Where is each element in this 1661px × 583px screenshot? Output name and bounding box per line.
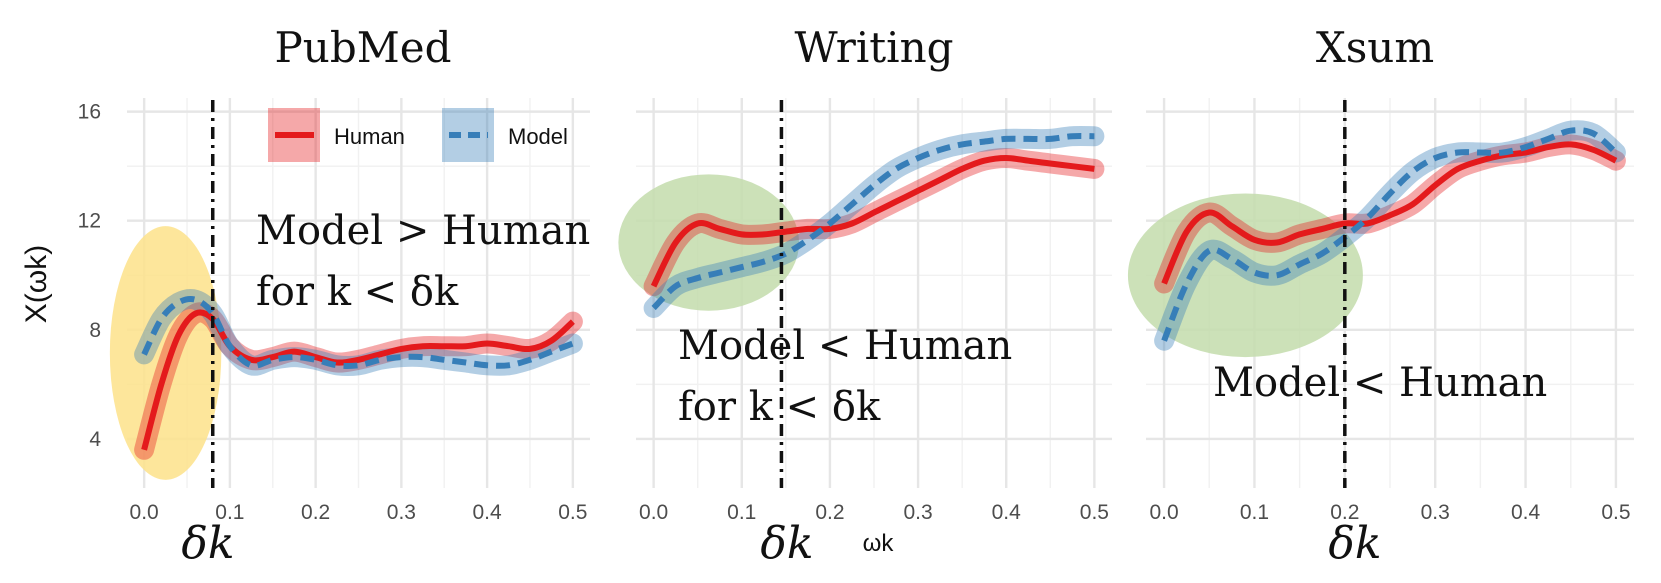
annotation-line-2: for k < δk xyxy=(256,269,459,315)
annotation-line-2: for k < δk xyxy=(678,384,881,430)
x-tick-label: 0.2 xyxy=(815,501,844,524)
x-tick-label: 0.3 xyxy=(1421,501,1450,524)
delta-k-label: δk xyxy=(181,518,234,569)
y-axis-label: X(ωk) xyxy=(20,245,53,323)
y-tick-label: 12 xyxy=(78,210,101,233)
x-tick-label: 0.4 xyxy=(473,501,503,524)
delta-k-label: δk xyxy=(1328,518,1381,569)
x-tick-label: 0.2 xyxy=(1330,501,1359,524)
series-lines xyxy=(1161,127,1618,342)
series-line-model xyxy=(1161,127,1618,342)
y-tick-label: 8 xyxy=(89,319,101,342)
band-model xyxy=(643,125,1105,318)
annotation-line-1: Model < Human xyxy=(1213,360,1547,406)
x-tick-label: 0.0 xyxy=(1149,501,1178,524)
x-tick-label: 0.4 xyxy=(1511,501,1541,524)
x-tick-label: 0.2 xyxy=(301,501,330,524)
annotation: Model < Human for k < δk xyxy=(678,323,1012,430)
x-tick-label: 0.5 xyxy=(558,501,587,524)
highlight-ellipse xyxy=(109,226,222,480)
x-tick-label: 0.1 xyxy=(1240,501,1269,524)
x-tick-label: 0.1 xyxy=(215,501,244,524)
x-tick-label: 0.0 xyxy=(639,501,668,524)
panel-title: Writing xyxy=(794,23,953,72)
series-line-human xyxy=(1161,141,1618,285)
series-lines xyxy=(141,296,575,451)
legend-human-label: Human xyxy=(334,124,405,149)
x-axis-label: ωk xyxy=(863,530,895,557)
legend: Human Model xyxy=(268,108,568,162)
panel-pubmed: PubMed 0.0 0.1 0.2 0.3 0.4 0.5 4 8 12 16 Human Mo… xyxy=(78,23,591,569)
panel-title: PubMed xyxy=(275,23,452,72)
annotation: Model > Human for k < δk xyxy=(256,208,590,315)
series-line-model xyxy=(141,296,574,369)
panel-xsum: Xsum 0.0 0.1 0.2 0.3 0.4 0.5 Model < Human δk xyxy=(1127,23,1634,569)
annotation-line-1: Model < Human xyxy=(678,323,1012,369)
panel-writing: Writing 0.0 0.1 0.2 0.3 0.4 0.5 Model < Human… xyxy=(618,23,1112,569)
highlight-ellipse-shape xyxy=(618,174,800,311)
x-tick-label: 0.0 xyxy=(130,501,159,524)
ylabel: X(ωk) xyxy=(20,245,53,323)
x-tick-label: 0.5 xyxy=(1080,501,1109,524)
annotation-line-1: Model > Human xyxy=(256,208,590,254)
y-tick-label: 4 xyxy=(89,428,101,451)
x-tick-label: 0.5 xyxy=(1601,501,1630,524)
tick-labels: 0.0 0.1 0.2 0.3 0.4 0.5 xyxy=(639,501,1109,524)
annotation: Model < Human xyxy=(1213,360,1547,406)
series-line-human xyxy=(650,155,1095,288)
panel-title: Xsum xyxy=(1316,23,1434,72)
gridlines xyxy=(636,98,1112,488)
y-tick-label: 16 xyxy=(78,101,101,124)
x-tick-label: 0.4 xyxy=(992,501,1022,524)
delta-k-label: δk xyxy=(760,518,813,569)
highlight-ellipse xyxy=(618,174,800,311)
series-line-human xyxy=(141,309,575,451)
x-tick-label: 0.3 xyxy=(903,501,932,524)
x-tick-label: 0.3 xyxy=(387,501,416,524)
x-tick-label: 0.1 xyxy=(727,501,756,524)
tick-labels: 0.0 0.1 0.2 0.3 0.4 0.5 xyxy=(1149,501,1630,524)
legend-model-label: Model xyxy=(508,124,568,149)
series-lines xyxy=(650,132,1095,311)
highlight-ellipse-shape xyxy=(109,226,222,480)
tick-labels: 0.0 0.1 0.2 0.3 0.4 0.5 4 8 12 16 xyxy=(78,101,588,524)
